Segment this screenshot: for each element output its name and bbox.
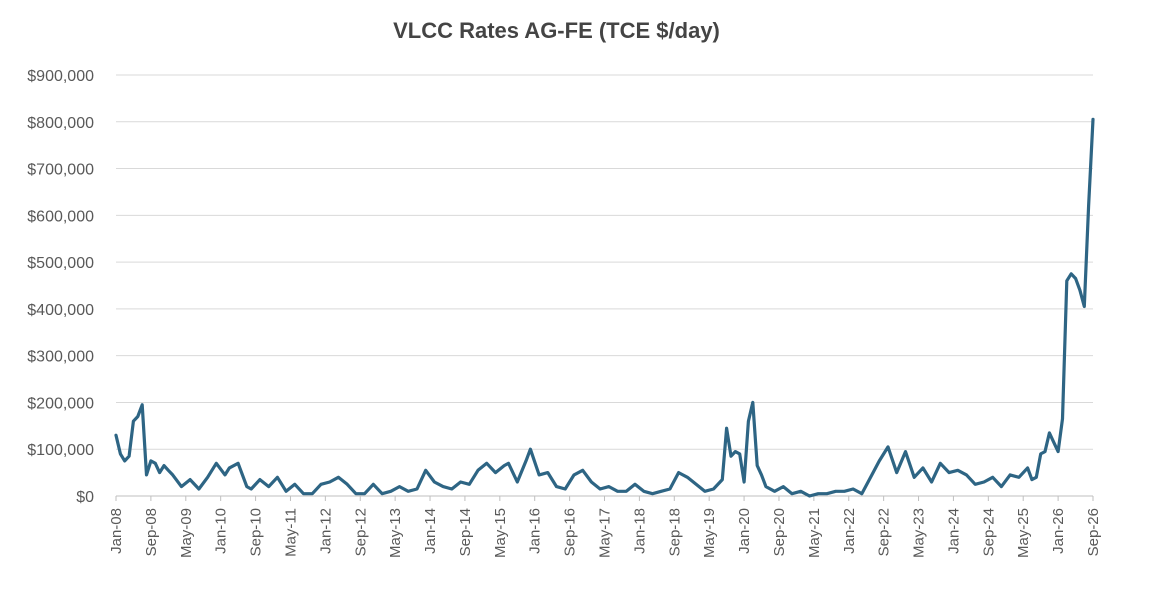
x-tick-label: May-23 [911, 508, 928, 558]
x-tick-label: Sep-14 [457, 508, 474, 556]
x-tick-label: Jan-20 [736, 508, 753, 554]
y-tick-label: $900,000 [27, 68, 94, 85]
x-tick-label: Sep-16 [562, 508, 579, 556]
y-tick-label: $600,000 [27, 208, 94, 225]
x-tick-label: Jan-26 [1050, 508, 1067, 554]
y-tick-label: $800,000 [27, 115, 94, 132]
x-tick-label: Jan-22 [841, 508, 858, 554]
y-tick-label: $700,000 [27, 162, 94, 179]
x-tick-label: May-17 [597, 508, 614, 558]
x-tick-label: May-19 [701, 508, 718, 558]
x-tick-label: May-11 [282, 508, 299, 557]
x-tick-label: Sep-20 [771, 508, 788, 556]
x-tick-label: Jan-14 [422, 508, 439, 554]
x-tick-label: Sep-24 [980, 508, 997, 556]
x-tick-label: Jan-10 [213, 508, 230, 554]
y-tick-label: $100,000 [27, 442, 94, 459]
y-tick-label: $200,000 [27, 395, 94, 412]
x-tick-label: Sep-26 [1085, 508, 1102, 556]
x-tick-label: Jan-08 [108, 508, 125, 554]
y-tick-label: $400,000 [27, 302, 94, 319]
x-tick-label: May-13 [387, 508, 404, 558]
x-tick-label: Jan-24 [945, 508, 962, 554]
x-tick-label: May-21 [806, 508, 823, 558]
x-tick-label: Sep-10 [248, 508, 265, 556]
x-tick-label: Sep-22 [876, 508, 893, 556]
x-tick-label: Sep-18 [666, 508, 683, 556]
x-tick-label: Sep-08 [143, 508, 160, 556]
x-tick-label: Jan-16 [527, 508, 544, 554]
x-tick-label: May-25 [1015, 508, 1032, 558]
series-line [114, 117, 1095, 498]
y-tick-label: $0 [76, 489, 94, 506]
x-tick-label: May-15 [492, 508, 509, 558]
x-tick-label: Jan-12 [317, 508, 334, 554]
y-tick-label: $500,000 [27, 255, 94, 272]
x-tick-label: May-09 [178, 508, 195, 558]
y-tick-label: $300,000 [27, 349, 94, 366]
x-tick-label: Jan-18 [631, 508, 648, 554]
x-tick-label: Sep-12 [352, 508, 369, 556]
chart-title: VLCC Rates AG-FE (TCE $/day) [393, 18, 720, 43]
